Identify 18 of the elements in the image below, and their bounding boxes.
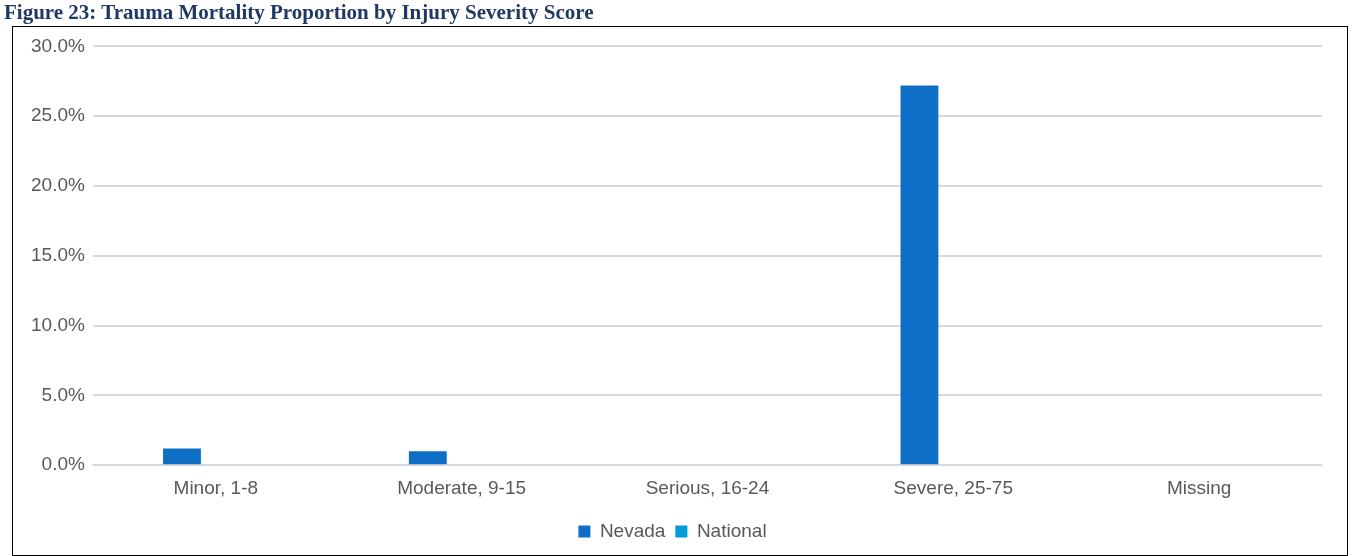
legend-label: National bbox=[696, 519, 767, 541]
y-tick-label: 15.0% bbox=[31, 244, 85, 266]
bar bbox=[900, 85, 939, 465]
y-tick-label: 30.0% bbox=[31, 34, 85, 56]
x-tick-label: Moderate, 9-15 bbox=[397, 476, 527, 498]
y-tick-label: 20.0% bbox=[31, 174, 85, 196]
y-tick-label: 10.0% bbox=[31, 313, 85, 335]
y-tick-label: 25.0% bbox=[31, 104, 85, 126]
x-tick-label: Missing bbox=[1166, 476, 1232, 498]
x-tick-label: Minor, 1-8 bbox=[173, 476, 259, 498]
x-tick-label: Severe, 25-75 bbox=[893, 476, 1013, 498]
x-tick-label: Serious, 16-24 bbox=[645, 476, 770, 498]
bar bbox=[163, 448, 201, 465]
legend-label: Nevada bbox=[599, 519, 666, 541]
y-tick-label: 5.0% bbox=[41, 383, 85, 405]
bar bbox=[408, 451, 447, 465]
y-tick-label: 0.0% bbox=[41, 453, 85, 475]
chart-title: Figure 23: Trauma Mortality Proportion by Injury Severity Score bbox=[3, 0, 595, 24]
